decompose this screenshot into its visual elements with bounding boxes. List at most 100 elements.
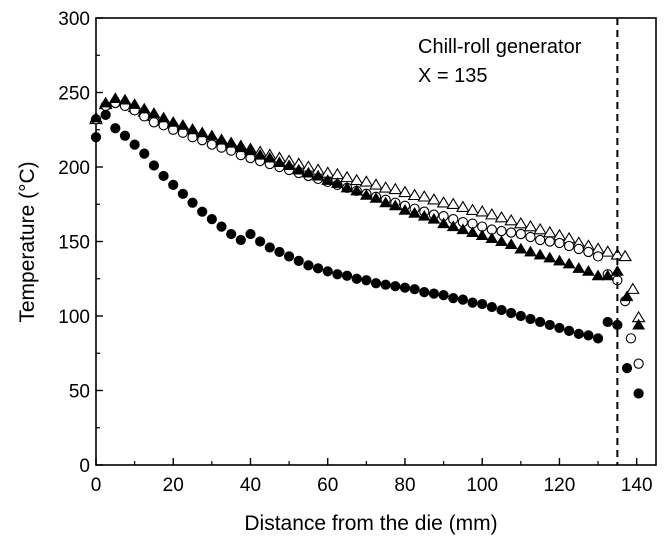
y-tick-label: 50 — [69, 382, 90, 403]
data-point — [625, 333, 637, 344]
data-point — [446, 220, 460, 232]
data-point — [543, 251, 557, 263]
data-point — [485, 208, 499, 220]
data-point — [206, 214, 217, 225]
x-tick-label: 60 — [317, 475, 338, 496]
data-point — [633, 358, 644, 369]
data-point — [456, 200, 470, 212]
x-tick-label: 100 — [466, 475, 498, 496]
chill-roll-annotation: Chill-roll generator — [418, 36, 582, 58]
data-point — [157, 111, 170, 123]
data-point — [407, 188, 422, 201]
data-point — [369, 178, 383, 190]
data-point — [477, 298, 488, 310]
data-point — [513, 216, 528, 229]
data-point — [341, 270, 353, 281]
series-filled-triangle — [89, 92, 646, 330]
data-point — [524, 245, 537, 257]
data-point — [523, 219, 538, 232]
y-tick-label: 150 — [58, 233, 90, 254]
data-point — [428, 288, 440, 299]
data-point — [515, 228, 526, 240]
data-point — [330, 167, 345, 180]
data-point — [602, 316, 613, 328]
data-point — [496, 304, 507, 316]
x-axis-title: Distance from the die (mm) — [244, 512, 497, 535]
data-point — [234, 141, 248, 153]
data-point — [592, 333, 604, 344]
data-point — [380, 279, 391, 290]
data-point — [417, 209, 431, 221]
data-point — [311, 169, 325, 181]
data-point — [583, 330, 594, 341]
data-point — [195, 126, 209, 138]
data-point — [525, 313, 536, 325]
data-point — [417, 190, 432, 202]
data-point — [263, 151, 277, 163]
x-tick-label: 140 — [621, 475, 653, 496]
data-point — [118, 93, 132, 105]
data-point — [158, 170, 169, 182]
data-point — [359, 189, 373, 200]
data-point — [544, 236, 555, 247]
data-point — [205, 129, 219, 141]
data-point — [349, 173, 364, 186]
x-axis-ticks: 0 20 40 60 80 100 120 140 — [91, 458, 653, 496]
data-point — [128, 98, 142, 109]
data-point — [186, 123, 199, 135]
data-point — [390, 281, 401, 292]
data-point — [224, 136, 238, 148]
data-point — [148, 160, 160, 171]
data-point — [554, 237, 565, 249]
data-point — [494, 210, 509, 223]
data-point — [303, 260, 314, 271]
data-point — [504, 238, 518, 249]
data-point — [504, 213, 519, 226]
series-filled-circle — [90, 109, 644, 399]
data-point — [244, 144, 257, 156]
data-point — [330, 177, 344, 188]
data-point — [100, 109, 111, 120]
data-point — [496, 225, 507, 237]
data-point — [563, 240, 575, 252]
data-point — [147, 107, 161, 118]
chill-roll-x-value: X = 135 — [418, 65, 488, 87]
data-point — [177, 188, 188, 199]
data-point — [600, 245, 615, 257]
data-point — [554, 322, 565, 334]
data-point — [514, 242, 528, 254]
data-point — [253, 148, 267, 160]
data-point — [359, 175, 374, 187]
data-point — [388, 199, 402, 211]
data-point — [110, 123, 121, 134]
data-point — [419, 287, 430, 298]
data-point — [378, 181, 393, 193]
x-tick-label: 20 — [163, 475, 184, 496]
data-point — [399, 282, 411, 293]
data-point — [438, 290, 449, 301]
data-point — [388, 182, 403, 195]
data-point — [302, 166, 315, 178]
data-point — [351, 273, 362, 284]
data-point — [533, 248, 547, 260]
data-point — [89, 111, 103, 123]
data-point — [409, 284, 420, 295]
data-point — [457, 294, 468, 305]
data-point — [633, 388, 644, 399]
x-tick-label: 40 — [240, 475, 261, 496]
y-tick-label: 0 — [79, 456, 90, 477]
data-point — [618, 249, 632, 262]
data-point — [408, 207, 422, 218]
data-point — [215, 133, 228, 145]
data-point — [562, 257, 576, 269]
data-point — [582, 265, 595, 276]
data-point — [533, 222, 547, 235]
data-point — [245, 228, 256, 240]
data-point — [515, 310, 526, 322]
x-tick-label: 0 — [91, 475, 102, 496]
data-point — [168, 179, 179, 190]
data-point — [166, 116, 180, 127]
data-point — [583, 246, 594, 258]
data-point — [273, 156, 286, 168]
